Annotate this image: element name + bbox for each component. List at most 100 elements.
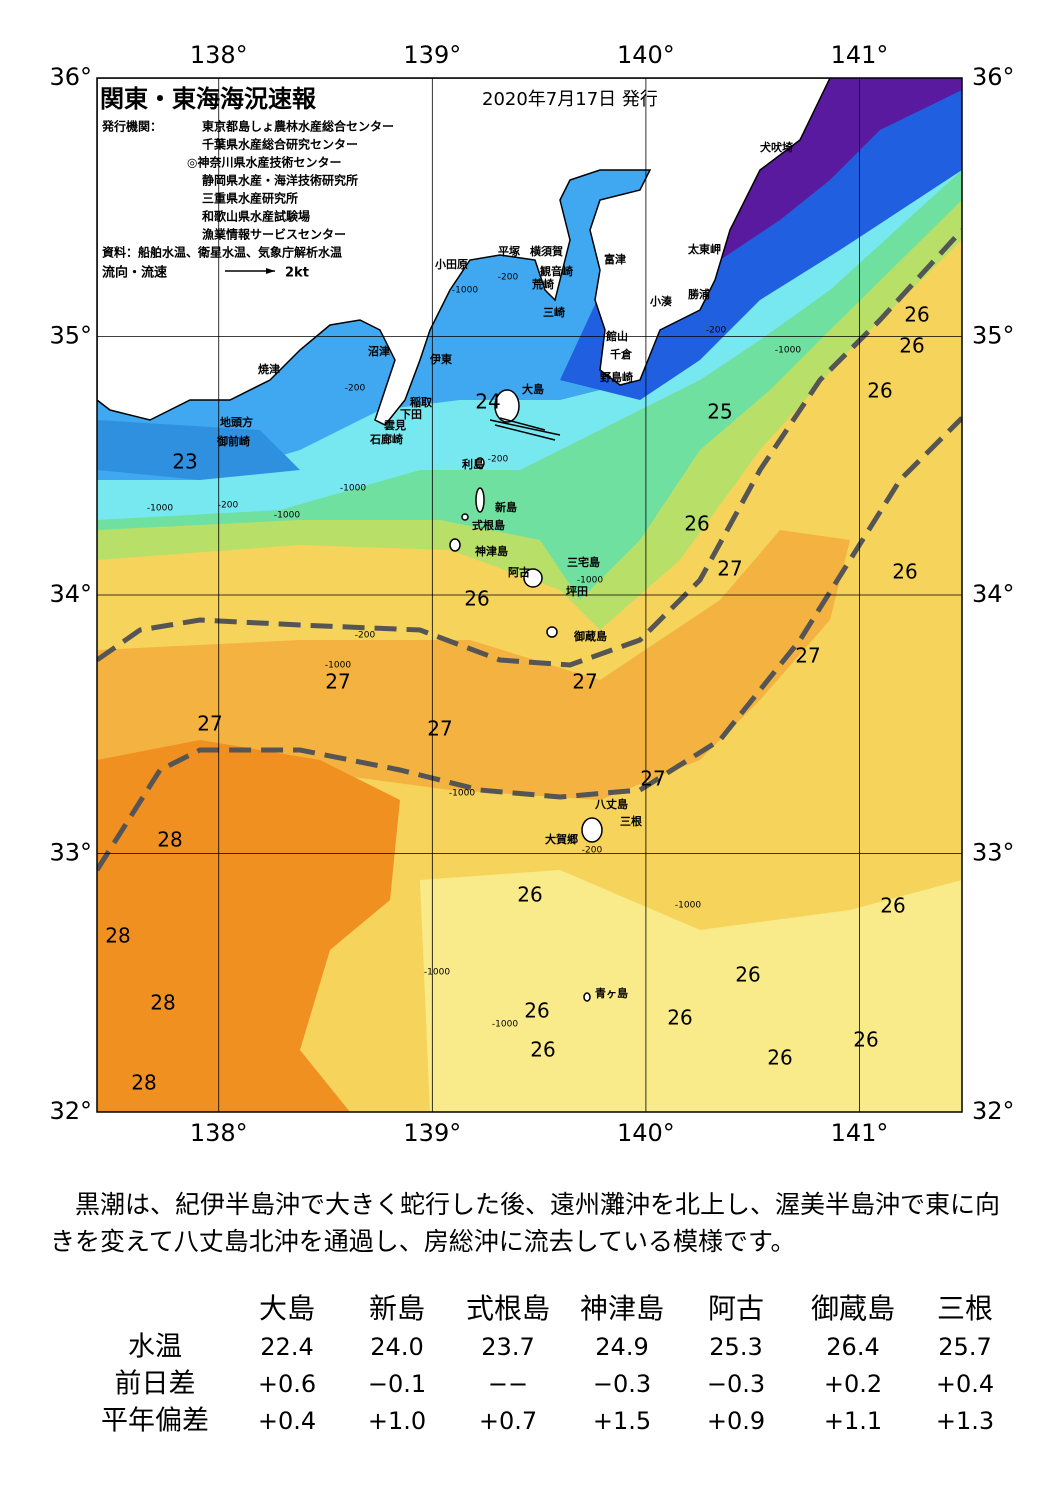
- issue-date: 2020年7月17日 発行: [482, 89, 658, 110]
- isotherm-label: 25: [707, 400, 732, 424]
- lat-label: 34°: [972, 580, 1015, 608]
- lon-label: 139°: [403, 41, 461, 69]
- place-label: 荒崎: [531, 277, 554, 291]
- place-label: 大賀郷: [545, 832, 578, 846]
- depth-label: -1000: [449, 789, 475, 799]
- depth-label: -200: [582, 846, 603, 856]
- lon-label: 139°: [403, 1119, 461, 1147]
- isotherm-label: 27: [717, 557, 742, 581]
- lat-label: 34°: [49, 580, 92, 608]
- table-cell: +1.1: [824, 1407, 882, 1435]
- isotherm-label: 26: [464, 587, 489, 611]
- place-label: 伊東: [429, 352, 453, 366]
- lon-label: 141°: [831, 41, 889, 69]
- depth-label: -200: [488, 455, 509, 465]
- place-label: 雲見: [384, 419, 406, 432]
- isotherm-label: 28: [150, 991, 175, 1015]
- place-label: 阿古: [508, 565, 530, 579]
- isotherm-label: 27: [795, 644, 820, 668]
- depth-label: -1000: [577, 576, 603, 586]
- place-label: 沼津: [368, 344, 390, 358]
- lat-label: 32°: [972, 1097, 1015, 1125]
- lon-label: 141°: [831, 1119, 889, 1147]
- depth-label: -200: [345, 384, 366, 394]
- place-label: 青ヶ島: [595, 986, 628, 1000]
- table-cell: 25.7: [938, 1333, 991, 1361]
- place-label: 観音崎: [540, 264, 573, 278]
- place-label: 式根島: [472, 518, 505, 532]
- table-header: 神津島: [580, 1292, 664, 1325]
- place-label: 石廊崎: [369, 432, 403, 446]
- table-cell: +0.7: [479, 1407, 537, 1435]
- place-label: 千倉: [610, 347, 633, 361]
- place-label: 小田原: [434, 257, 468, 271]
- table-cell: −0.1: [368, 1370, 426, 1398]
- depth-label: -200: [706, 326, 727, 336]
- lon-label: 140°: [617, 41, 675, 69]
- depth-label: -1000: [424, 968, 450, 978]
- isotherm-label: 26: [899, 334, 924, 358]
- depth-label: -1000: [492, 1020, 518, 1030]
- place-label: 館山: [605, 329, 628, 343]
- lat-label: 32°: [49, 1097, 92, 1125]
- table-cell: +1.5: [593, 1407, 651, 1435]
- place-label: 三崎: [543, 305, 565, 319]
- place-label: 新島: [495, 500, 517, 514]
- isotherm-label: 26: [735, 963, 760, 987]
- row-label: 水温: [128, 1332, 182, 1363]
- lon-label: 138°: [190, 41, 248, 69]
- lat-label: 35°: [972, 322, 1015, 350]
- table-cell: −−: [488, 1370, 528, 1398]
- table-cell: 23.7: [481, 1333, 534, 1361]
- isotherm-label: 26: [892, 560, 917, 584]
- isotherm-label: 28: [105, 924, 130, 948]
- isotherm-label: 26: [867, 379, 892, 403]
- place-label: 野島崎: [600, 370, 633, 384]
- table-cell: 25.3: [709, 1333, 762, 1361]
- source: 資料：船舶水温、衛星水温、気象庁解析水温: [102, 245, 342, 260]
- isotherm-label: 26: [904, 303, 929, 327]
- depth-label: -1000: [147, 504, 173, 514]
- table-cell: +0.4: [936, 1370, 994, 1398]
- map-title: 関東・東海海況速報: [100, 85, 317, 113]
- place-label: 地頭方: [220, 415, 253, 429]
- table-cell: +0.9: [707, 1407, 765, 1435]
- place-label: 焼津: [258, 362, 280, 376]
- lat-label: 36°: [49, 63, 92, 91]
- depth-label: -200: [218, 501, 239, 511]
- table-cell: 24.9: [595, 1333, 648, 1361]
- place-label: 三宅島: [567, 555, 600, 569]
- place-label: 富津: [604, 252, 626, 266]
- issuer: 漁業情報サービスセンター: [202, 227, 346, 242]
- place-label: 神津島: [475, 544, 508, 558]
- place-label: 御前崎: [216, 434, 250, 448]
- place-label: 大島: [522, 382, 544, 396]
- table-cell: +0.4: [258, 1407, 316, 1435]
- place-label: 横須賀: [530, 244, 563, 258]
- table-cell: −0.3: [707, 1370, 765, 1398]
- lat-label: 33°: [49, 839, 92, 867]
- table-cell: +1.3: [936, 1407, 994, 1435]
- sea-temperature: [97, 78, 962, 1112]
- place-label: 稲取: [410, 395, 432, 409]
- isotherm-label: 26: [880, 894, 905, 918]
- table-header: 御蔵島: [811, 1292, 895, 1325]
- lon-label: 138°: [190, 1119, 248, 1147]
- table-cell: 24.0: [370, 1333, 423, 1361]
- isotherm-label: 27: [427, 717, 452, 741]
- isotherm-label: 26: [517, 883, 542, 907]
- table-cell: +1.0: [368, 1407, 426, 1435]
- place-label: 小湊: [649, 294, 672, 308]
- depth-label: -200: [355, 631, 376, 641]
- issuer-label: 発行機関：: [101, 119, 162, 134]
- row-label: 前日差: [115, 1369, 196, 1400]
- depth-label: -1000: [274, 511, 300, 521]
- lon-label: 140°: [617, 1119, 675, 1147]
- depth-label: -1000: [340, 484, 366, 494]
- scale-arrow-head: [266, 268, 275, 274]
- issuer: 東京都島しょ農林水産総合センター: [202, 119, 394, 134]
- scale-label: 2kt: [285, 266, 309, 281]
- table-cell: 22.4: [260, 1333, 313, 1361]
